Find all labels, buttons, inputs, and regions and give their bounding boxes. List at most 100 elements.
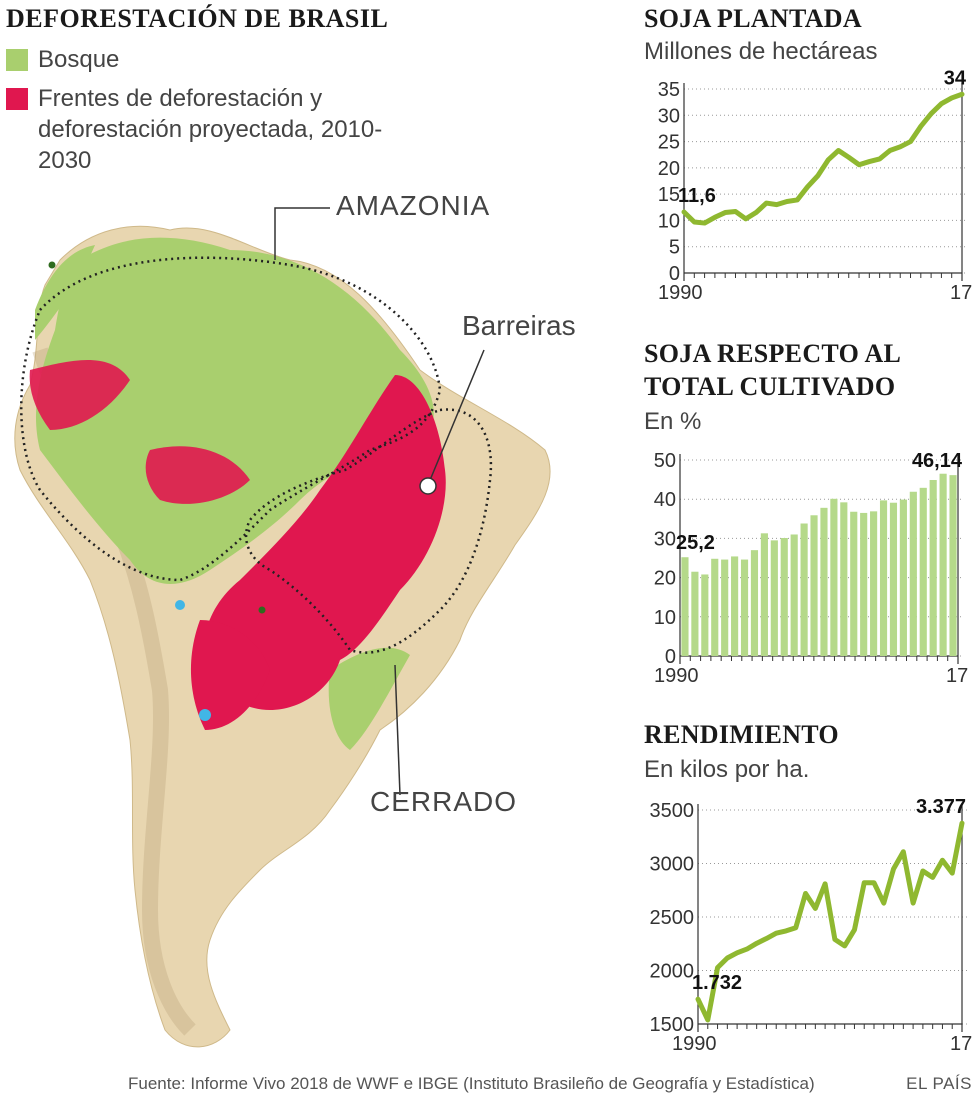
bar bbox=[850, 511, 858, 656]
data-label: 34 bbox=[944, 67, 967, 89]
data-label: 1.732 bbox=[692, 972, 742, 994]
lake-2 bbox=[199, 709, 211, 721]
y-tick-label: 10 bbox=[654, 607, 676, 629]
lake-1 bbox=[175, 600, 185, 610]
barreiras-label: Barreiras bbox=[462, 310, 576, 341]
forest-coastal bbox=[328, 647, 410, 750]
map-svg bbox=[14, 207, 551, 1048]
bar bbox=[750, 550, 759, 656]
y-tick-label: 35 bbox=[658, 79, 680, 101]
soja-respecto-chart: 0 10 20 30 40 50 1990 17 25,2 46,14 bbox=[654, 450, 969, 687]
legend-label-bosque: Bosque bbox=[38, 46, 120, 73]
bar bbox=[929, 479, 937, 656]
x-tick-label: 1990 bbox=[654, 665, 699, 687]
y-tick-label: 0 bbox=[665, 646, 676, 668]
deforestation-south bbox=[190, 620, 270, 730]
bar bbox=[681, 557, 689, 656]
map-legend: Bosque Frentes de deforestación y defore… bbox=[6, 44, 406, 184]
soja-respecto-title-line2: TOTAL CULTIVADO bbox=[644, 372, 896, 401]
main-title: DEFORESTACIÓN DE BRASIL bbox=[6, 4, 389, 33]
data-label: 11,6 bbox=[678, 185, 716, 207]
amazonia-outline bbox=[20, 256, 442, 582]
soja-plantada-subtitle: Millones de hectáreas bbox=[644, 38, 878, 65]
cerrado-outline bbox=[244, 408, 493, 654]
bar bbox=[790, 534, 798, 656]
brand-label: EL PAÍS bbox=[906, 1074, 972, 1093]
legend-item-bosque: Bosque bbox=[6, 44, 406, 75]
deforestation-west bbox=[29, 360, 130, 430]
bar bbox=[701, 574, 709, 656]
bar bbox=[949, 475, 957, 656]
bar bbox=[909, 491, 917, 656]
x-tick-label: 17 bbox=[946, 665, 968, 687]
bar bbox=[810, 515, 818, 656]
deforestation-cerrado bbox=[204, 375, 446, 710]
amazonia-leader bbox=[274, 207, 330, 260]
y-tick-label: 15 bbox=[658, 184, 680, 206]
cerrado-label: CERRADO bbox=[370, 786, 518, 817]
bar bbox=[889, 502, 898, 656]
y-tick-label: 2500 bbox=[650, 907, 695, 929]
rendimiento-title: RENDIMIENTO bbox=[644, 720, 839, 749]
bar bbox=[760, 533, 768, 656]
bar bbox=[721, 559, 729, 656]
y-tick-label: 30 bbox=[658, 105, 680, 127]
source-note: Fuente: Informe Vivo 2018 de WWF e IBGE … bbox=[128, 1074, 815, 1093]
bar bbox=[840, 502, 848, 656]
data-label: 46,14 bbox=[912, 450, 963, 472]
y-tick-label: 30 bbox=[654, 528, 676, 550]
x-tick-label: 17 bbox=[950, 282, 972, 304]
bar bbox=[870, 511, 878, 656]
y-tick-label: 3500 bbox=[650, 800, 695, 822]
y-tick-label: 2000 bbox=[650, 961, 695, 983]
y-tick-label: 10 bbox=[658, 210, 680, 232]
bar bbox=[691, 571, 699, 656]
data-label: 3.377 bbox=[916, 796, 966, 818]
y-tick-label: 5 bbox=[669, 237, 680, 259]
x-tick-label: 17 bbox=[950, 1033, 972, 1055]
y-tick-label: 1500 bbox=[650, 1014, 695, 1036]
bar bbox=[860, 512, 868, 656]
series-line bbox=[695, 820, 965, 1023]
y-tick-label: 20 bbox=[654, 568, 676, 590]
bar bbox=[711, 558, 719, 656]
bar bbox=[800, 523, 808, 656]
south-america-map: AMAZONIA Barreiras CERRADO bbox=[0, 150, 620, 1070]
amazonia-label: AMAZONIA bbox=[336, 190, 491, 221]
location-marker-north bbox=[48, 261, 56, 269]
cerrado-leader bbox=[394, 664, 401, 796]
barreiras-leader bbox=[427, 349, 485, 486]
soja-respecto-title-line1: SOJA RESPECTO AL bbox=[644, 339, 902, 368]
legend-label-deforestacion: Frentes de deforestación y deforestación… bbox=[38, 85, 383, 174]
rendimiento-chart: 1500 2000 2500 3000 3500 1990 17 1.732 3.377 bbox=[650, 796, 973, 1055]
bar bbox=[740, 559, 749, 656]
bar bbox=[820, 507, 828, 656]
barreiras-marker bbox=[419, 477, 437, 495]
forest-area bbox=[35, 237, 434, 584]
bar bbox=[899, 499, 907, 656]
x-tick-label: 1990 bbox=[672, 1033, 717, 1055]
rendimiento-subtitle: En kilos por ha. bbox=[644, 756, 810, 783]
legend-item-deforestacion: Frentes de deforestación y deforestación… bbox=[6, 83, 406, 176]
y-tick-label: 20 bbox=[658, 158, 680, 180]
bar bbox=[939, 473, 947, 656]
y-tick-label: 50 bbox=[654, 450, 676, 472]
deforestation-amazon bbox=[145, 446, 250, 504]
bar bbox=[780, 538, 788, 656]
series-line bbox=[681, 91, 965, 226]
data-label: 25,2 bbox=[676, 532, 715, 554]
bar bbox=[830, 498, 838, 656]
forest-north bbox=[35, 245, 95, 340]
bar bbox=[879, 500, 888, 656]
y-tick-label: 0 bbox=[669, 263, 680, 285]
y-tick-label: 40 bbox=[654, 489, 676, 511]
bar bbox=[770, 540, 778, 656]
soja-plantada-title: SOJA PLANTADA bbox=[644, 4, 862, 33]
soja-respecto-subtitle: En % bbox=[644, 408, 702, 435]
location-marker-south bbox=[258, 606, 266, 614]
legend-swatch-bosque bbox=[6, 49, 28, 71]
soja-plantada-chart: 0 5 10 15 20 25 30 35 1990 17 11,6 34 bbox=[658, 67, 973, 304]
x-tick-label: 1990 bbox=[658, 282, 703, 304]
y-tick-label: 25 bbox=[658, 132, 680, 154]
legend-swatch-deforestacion bbox=[6, 88, 28, 110]
